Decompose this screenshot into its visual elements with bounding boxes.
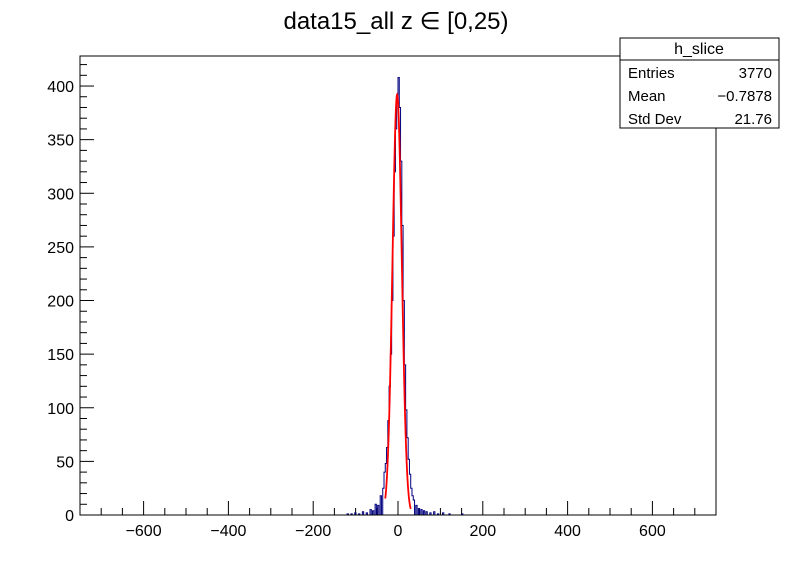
x-tick-label: −200 (295, 523, 331, 540)
chart-title: data15_all z ∈ [0,25) (283, 8, 508, 35)
y-tick-label: 400 (47, 79, 74, 96)
x-tick-label: 600 (639, 523, 666, 540)
y-tick-label: 350 (47, 133, 74, 150)
fit-curve (384, 92, 412, 510)
y-tick-label: 100 (47, 401, 74, 418)
y-tick-label: 200 (47, 294, 74, 311)
stats-stddev-value: 21.76 (734, 111, 772, 128)
stats-entries-value: 3770 (739, 65, 772, 82)
stats-box-title: h_slice (674, 41, 724, 58)
stats-box-frame (619, 37, 780, 129)
x-tick-label: −600 (126, 523, 162, 540)
x-tick-label: 400 (554, 523, 581, 540)
y-tick-label: 300 (47, 186, 74, 203)
stats-stddev-label: Std Dev (628, 111, 682, 128)
stats-box: h_slice Entries 3770 Mean −0.7878 Std De… (619, 37, 780, 129)
plot-frame (79, 55, 717, 516)
x-tick-label: 200 (469, 523, 496, 540)
y-tick-label: 50 (56, 454, 74, 471)
x-tick-label: −400 (210, 523, 246, 540)
y-tick-label: 150 (47, 347, 74, 364)
stats-mean-value: −0.7878 (717, 88, 772, 105)
stats-entries-label: Entries (628, 65, 675, 82)
stats-mean-label: Mean (628, 88, 666, 105)
x-tick-label: 0 (394, 523, 403, 540)
y-tick-label: 0 (65, 508, 74, 525)
y-tick-label: 250 (47, 240, 74, 257)
